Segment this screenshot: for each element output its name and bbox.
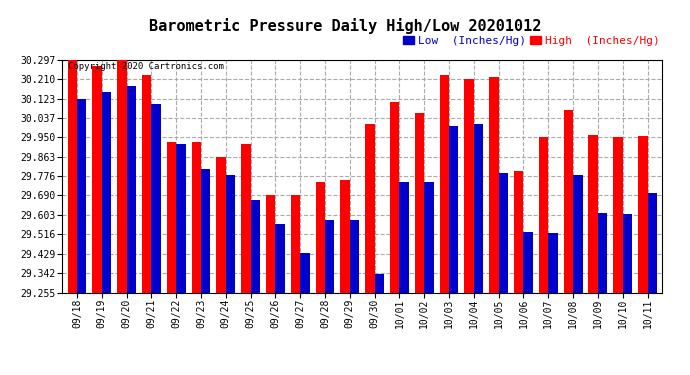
Bar: [390, 102, 400, 292]
Bar: [524, 232, 533, 292]
Text: Copyright 2020 Cartronics.com: Copyright 2020 Cartronics.com: [68, 62, 224, 71]
Bar: [201, 169, 210, 292]
Bar: [217, 157, 226, 292]
Bar: [250, 200, 260, 292]
Bar: [77, 99, 86, 292]
Bar: [424, 182, 434, 292]
Bar: [464, 80, 474, 292]
Bar: [350, 220, 359, 292]
Bar: [365, 124, 375, 292]
Bar: [325, 220, 335, 292]
Bar: [241, 144, 250, 292]
Bar: [415, 113, 424, 292]
Bar: [176, 144, 186, 292]
Bar: [638, 136, 647, 292]
Bar: [117, 60, 126, 292]
Bar: [647, 193, 657, 292]
Bar: [539, 137, 549, 292]
Bar: [613, 137, 622, 292]
Bar: [489, 77, 499, 292]
Bar: [151, 104, 161, 292]
Bar: [340, 180, 350, 292]
Bar: [400, 182, 409, 292]
Bar: [68, 60, 77, 292]
Bar: [598, 213, 607, 292]
Bar: [315, 182, 325, 292]
Text: Barometric Pressure Daily High/Low 20201012: Barometric Pressure Daily High/Low 20201…: [149, 18, 541, 34]
Bar: [290, 195, 300, 292]
Bar: [589, 135, 598, 292]
Bar: [142, 75, 151, 292]
Bar: [126, 86, 136, 292]
Bar: [549, 233, 558, 292]
Bar: [375, 273, 384, 292]
Bar: [564, 110, 573, 292]
Bar: [226, 176, 235, 292]
Bar: [440, 75, 449, 292]
Bar: [167, 142, 176, 292]
Bar: [266, 195, 275, 292]
Bar: [573, 176, 582, 292]
Bar: [92, 66, 102, 292]
Bar: [300, 254, 310, 292]
Bar: [192, 142, 201, 292]
Bar: [622, 214, 632, 292]
Bar: [102, 92, 111, 292]
Bar: [275, 225, 285, 292]
Legend: Low  (Inches/Hg), High  (Inches/Hg): Low (Inches/Hg), High (Inches/Hg): [399, 32, 664, 51]
Bar: [499, 173, 508, 292]
Bar: [474, 124, 483, 292]
Bar: [449, 126, 458, 292]
Bar: [514, 171, 524, 292]
